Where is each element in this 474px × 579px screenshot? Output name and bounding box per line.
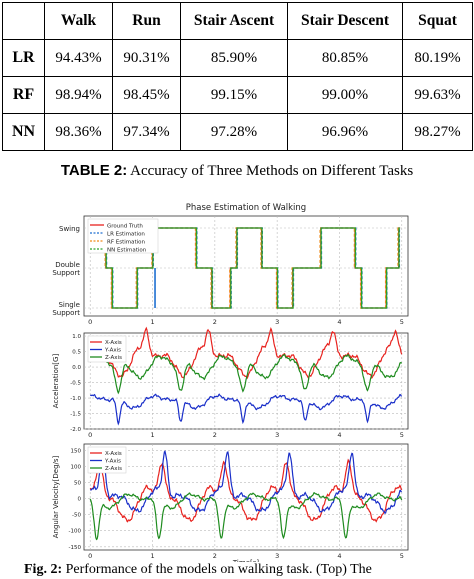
table-cell: 80.85% xyxy=(287,39,403,77)
y-tick-label: 0 xyxy=(78,497,82,503)
table-cell: 99.00% xyxy=(287,76,403,114)
legend-label: NN Estimation xyxy=(107,247,147,253)
z-axis-angular-velocity-line xyxy=(89,492,403,541)
x-tick-label: 5 xyxy=(400,431,404,439)
y-tick-label: 100 xyxy=(71,464,82,470)
row-header-nn: NN xyxy=(2,113,45,151)
x-axis-label: Time[s] xyxy=(232,559,260,562)
x-tick-label: 1 xyxy=(150,552,154,560)
table-caption: TABLE 2: Accuracy of Three Methods on Di… xyxy=(0,162,474,180)
y-axis-angular-velocity-line xyxy=(90,449,402,514)
y-tick-label: 0.0 xyxy=(72,365,81,371)
x-tick-label: 4 xyxy=(337,552,341,560)
y-tick-label: 50 xyxy=(74,481,81,487)
x-tick-label: 3 xyxy=(275,318,279,326)
y-tick-label: -100 xyxy=(69,529,82,535)
table-row: NN 98.36% 97.34% 97.28% 96.96% 98.27% xyxy=(2,113,473,151)
y-axis-label: Acceleration[G] xyxy=(52,354,60,409)
column-header-run: Run xyxy=(112,2,181,40)
x-tick-label: 0 xyxy=(88,552,92,560)
table-cell: 98.27% xyxy=(402,113,473,151)
legend-label: Ground Truth xyxy=(107,223,143,229)
y-tick-label: -0.5 xyxy=(70,381,81,387)
column-header-squat: Squat xyxy=(402,2,473,40)
table-header-row: Walk Run Stair Ascent Stair Descent Squa… xyxy=(2,2,473,40)
y-axis-acceleration-line xyxy=(89,393,403,426)
table-cell: 80.19% xyxy=(402,39,473,77)
table-row: RF 98.94% 98.45% 99.15% 99.00% 99.63% xyxy=(2,76,473,114)
table-cell: 98.45% xyxy=(112,76,181,114)
table-row: LR 94.43% 90.31% 85.90% 80.85% 80.19% xyxy=(2,39,473,77)
x-tick-label: 1 xyxy=(150,431,154,439)
legend-label: X-Axis xyxy=(105,340,122,346)
x-tick-label: 1 xyxy=(150,318,154,326)
nn-estimation-line xyxy=(90,227,400,309)
x-tick-label: 4 xyxy=(337,431,341,439)
chart-title: Phase Estimation of Walking xyxy=(186,203,306,213)
x-tick-label: 2 xyxy=(213,318,217,326)
table-cell: 97.34% xyxy=(112,113,181,151)
x-tick-label: 4 xyxy=(337,318,341,326)
accuracy-table: Walk Run Stair Ascent Stair Descent Squa… xyxy=(2,2,473,151)
table-caption-label: TABLE 2: xyxy=(60,162,128,179)
x-tick-label: 3 xyxy=(275,552,279,560)
table-corner-cell xyxy=(2,2,45,40)
legend-label: Y-Axis xyxy=(104,459,121,465)
legend-label: X-Axis xyxy=(105,451,122,457)
y-tick-label: -150 xyxy=(69,545,82,551)
table-cell: 97.28% xyxy=(180,113,288,151)
y-tick-label: -1.5 xyxy=(70,412,81,418)
column-header-walk: Walk xyxy=(44,2,113,40)
legend-label: Y-Axis xyxy=(104,348,121,354)
table-cell: 96.96% xyxy=(287,113,403,151)
y-tick-label: 150 xyxy=(71,448,82,454)
y-tick-label: -1.0 xyxy=(70,396,81,402)
y-axis-label: Angular Velocity[Deg/s] xyxy=(52,455,60,538)
x-axis-acceleration-line xyxy=(89,326,403,380)
x-tick-label: 0 xyxy=(88,318,92,326)
row-header-lr: LR xyxy=(2,39,45,77)
column-header-stair-descent: Stair Descent xyxy=(287,2,403,40)
y-tick-label: -50 xyxy=(72,513,81,519)
y-tick-label-single-support: Single Support xyxy=(52,301,80,317)
figure-caption-label: Fig. 2: xyxy=(24,562,63,577)
table-cell: 85.90% xyxy=(180,39,288,77)
y-tick-label-swing: Swing xyxy=(59,225,80,233)
column-header-stair-ascent: Stair Ascent xyxy=(180,2,288,40)
figure-caption-text: Performance of the models on walking tas… xyxy=(65,562,372,577)
legend-label: Z-Axis xyxy=(105,466,122,472)
x-tick-label: 5 xyxy=(400,552,404,560)
table-cell: 98.94% xyxy=(44,76,113,114)
figure-caption: Fig. 2: Performance of the models on wal… xyxy=(24,562,474,578)
table-cell: 98.36% xyxy=(44,113,113,151)
x-tick-label: 5 xyxy=(400,318,404,326)
y-tick-label-double-support: Double Support xyxy=(52,261,80,277)
x-tick-label: 3 xyxy=(275,431,279,439)
x-tick-label: 2 xyxy=(213,552,217,560)
legend-label: Z-Axis xyxy=(105,355,122,361)
table-cell: 99.63% xyxy=(402,76,473,114)
row-header-rf: RF xyxy=(2,76,45,114)
z-axis-acceleration-line xyxy=(89,353,403,395)
y-tick-label: -2.0 xyxy=(70,427,81,433)
y-tick-label: 0.5 xyxy=(72,350,81,356)
table-cell: 99.15% xyxy=(180,76,288,114)
x-tick-label: 0 xyxy=(88,431,92,439)
table-cell: 94.43% xyxy=(44,39,113,77)
table-cell: 90.31% xyxy=(112,39,181,77)
legend-label: RF Estimation xyxy=(107,239,146,245)
table-caption-text: Accuracy of Three Methods on Different T… xyxy=(130,163,414,179)
x-tick-label: 2 xyxy=(213,431,217,439)
y-tick-label: 1.0 xyxy=(72,334,81,340)
legend-label: LR Estimation xyxy=(107,231,145,237)
